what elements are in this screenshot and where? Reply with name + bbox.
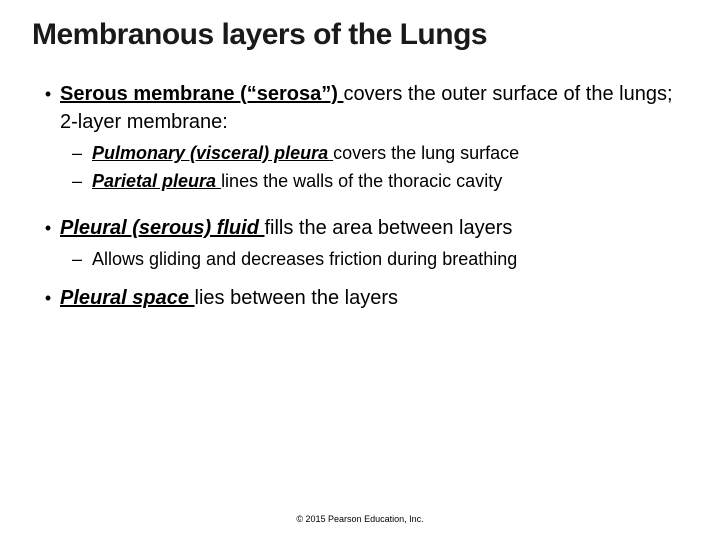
copyright-text: © 2015 Pearson Education, Inc. <box>0 514 720 524</box>
bullet-level2: – Pulmonary (visceral) pleura covers the… <box>36 140 688 166</box>
bullet-text: Serous membrane (“serosa”) covers the ou… <box>60 80 688 136</box>
term-pleural-fluid: Pleural (serous) fluid <box>60 217 264 239</box>
bullet-level1: • Pleural (serous) fluid fills the area … <box>36 214 688 242</box>
bullet-text: Allows gliding and decreases friction du… <box>92 246 517 272</box>
bullet-dot-icon: • <box>36 80 60 108</box>
bullet-level2: – Allows gliding and decreases friction … <box>36 246 688 272</box>
bullet-level2: – Parietal pleura lines the walls of the… <box>36 168 688 194</box>
bullet-text: Pulmonary (visceral) pleura covers the l… <box>92 140 519 166</box>
slide: Membranous layers of the Lungs • Serous … <box>0 0 720 540</box>
slide-content: • Serous membrane (“serosa”) covers the … <box>32 80 688 312</box>
spacer <box>36 196 688 214</box>
bullet-dash-icon: – <box>72 140 92 166</box>
bullet-tail: lines the walls of the thoracic cavity <box>221 171 502 191</box>
bullet-dot-icon: • <box>36 214 60 242</box>
term-pulmonary-pleura: Pulmonary (visceral) pleura <box>92 143 333 163</box>
bullet-tail: fills the area between layers <box>264 217 512 239</box>
bullet-tail: lies between the layers <box>195 287 398 309</box>
term-serous-membrane: Serous membrane (“serosa”) <box>60 83 343 105</box>
term-parietal-pleura: Parietal pleura <box>92 171 221 191</box>
bullet-text: Pleural (serous) fluid fills the area be… <box>60 214 512 242</box>
bullet-tail: covers the lung surface <box>333 143 519 163</box>
bullet-dash-icon: – <box>72 246 92 272</box>
bullet-level1: • Serous membrane (“serosa”) covers the … <box>36 80 688 136</box>
bullet-dot-icon: • <box>36 284 60 312</box>
slide-title: Membranous layers of the Lungs <box>32 18 688 52</box>
bullet-text: Parietal pleura lines the walls of the t… <box>92 168 502 194</box>
bullet-text: Pleural space lies between the layers <box>60 284 398 312</box>
term-pleural-space: Pleural space <box>60 287 195 309</box>
bullet-level1: • Pleural space lies between the layers <box>36 284 688 312</box>
bullet-dash-icon: – <box>72 168 92 194</box>
spacer <box>36 274 688 284</box>
